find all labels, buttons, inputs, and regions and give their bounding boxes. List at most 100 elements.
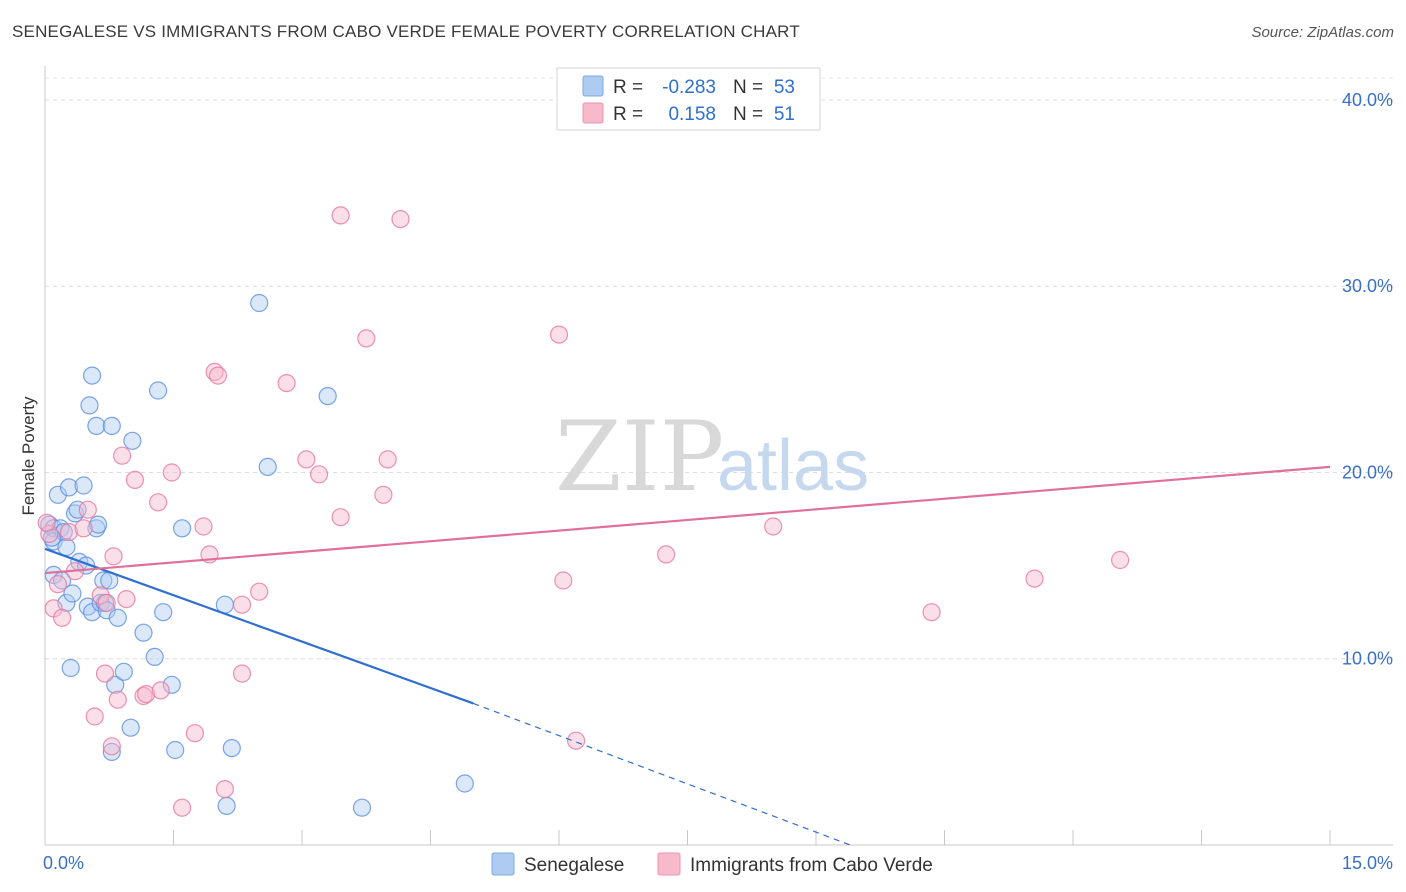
- data-point-cabo-verde: [102, 737, 121, 756]
- chart-title: SENEGALESE VS IMMIGRANTS FROM CABO VERDE…: [12, 22, 800, 41]
- data-point-cabo-verde: [91, 586, 110, 605]
- data-point-cabo-verde: [297, 450, 316, 469]
- data-point-cabo-verde: [162, 463, 181, 482]
- data-point-senegalese: [352, 798, 372, 817]
- watermark: ZIP atlas: [555, 401, 869, 513]
- data-point-cabo-verde: [149, 493, 168, 512]
- data-point-cabo-verde: [52, 608, 72, 627]
- data-point-cabo-verde: [78, 500, 97, 519]
- data-point-senegalese: [57, 537, 76, 557]
- data-point-cabo-verde: [48, 575, 68, 594]
- data-point-senegalese: [258, 457, 277, 476]
- y-tick-labels: 10.0% 20.0% 30.0% 40.0%: [1342, 90, 1393, 669]
- data-point-cabo-verde: [566, 731, 586, 750]
- watermark-zip: ZIP: [555, 401, 724, 513]
- trendline-senegalese-extension: [473, 702, 851, 846]
- series-swatch-senegalese: [491, 852, 515, 876]
- data-point-cabo-verde: [1110, 550, 1130, 570]
- y-tick-label: 40.0%: [1342, 90, 1393, 110]
- series-legend: Senegalese Immigrants from Cabo Verde: [491, 852, 933, 876]
- data-point-senegalese: [134, 623, 153, 642]
- x-tick-label: 0.0%: [43, 853, 84, 873]
- data-point-cabo-verde: [277, 374, 296, 393]
- data-point-cabo-verde: [95, 664, 115, 683]
- data-point-senegalese: [54, 522, 73, 542]
- grid-lines: [45, 77, 1393, 660]
- correlation-legend: R = -0.283 N = 53 R = 0.158 N = 51: [556, 67, 821, 131]
- data-point-cabo-verde: [215, 779, 234, 799]
- trendline-cabo-verde: [44, 465, 1331, 575]
- data-point-senegalese: [154, 603, 173, 622]
- data-point-cabo-verde: [104, 547, 123, 566]
- data-point-cabo-verde: [374, 485, 393, 504]
- data-point-senegalese: [149, 381, 168, 400]
- data-point-cabo-verde: [331, 206, 350, 225]
- data-point-senegalese: [59, 478, 79, 497]
- data-point-cabo-verde: [173, 798, 192, 817]
- trend-lines: [44, 465, 1331, 846]
- data-point-senegalese: [114, 662, 133, 681]
- legend-n-label: N =: [733, 77, 763, 98]
- data-point-cabo-verde: [125, 470, 144, 489]
- data-point-cabo-verde: [549, 325, 569, 344]
- data-point-cabo-verde: [37, 513, 56, 532]
- y-tick-label: 20.0%: [1342, 462, 1393, 482]
- data-point-senegalese: [162, 675, 181, 694]
- data-point-senegalese: [68, 500, 87, 519]
- data-point-cabo-verde: [59, 522, 79, 542]
- data-point-senegalese: [123, 431, 142, 450]
- data-point-senegalese: [250, 293, 269, 313]
- legend-n-value: 53: [774, 77, 795, 98]
- legend-swatch-cabo-verde: [582, 102, 604, 124]
- data-point-cabo-verde: [656, 545, 676, 564]
- legend-r-value: 0.158: [668, 104, 716, 125]
- data-point-cabo-verde: [764, 517, 783, 536]
- series-swatch-cabo-verde: [657, 852, 681, 876]
- data-point-cabo-verde: [208, 366, 228, 385]
- data-point-cabo-verde: [108, 690, 127, 709]
- legend-r-value: -0.283: [662, 77, 716, 98]
- data-point-cabo-verde: [357, 329, 376, 348]
- data-point-cabo-verde: [74, 519, 93, 538]
- x-tick-label: 15.0%: [1342, 853, 1393, 873]
- data-point-cabo-verde: [310, 465, 329, 484]
- data-point-senegalese: [108, 608, 127, 627]
- data-point-cabo-verde: [40, 524, 59, 544]
- data-point-senegalese: [217, 796, 236, 816]
- data-point-senegalese: [166, 740, 185, 760]
- data-point-senegalese: [94, 571, 113, 590]
- data-point-cabo-verde: [134, 686, 153, 706]
- data-point-senegalese: [88, 515, 108, 534]
- legend-n-label: N =: [733, 104, 763, 125]
- data-point-senegalese: [121, 718, 140, 737]
- trendline-senegalese: [44, 547, 474, 705]
- data-points: [37, 206, 1130, 817]
- data-point-cabo-verde: [250, 582, 269, 601]
- data-point-senegalese: [80, 396, 99, 415]
- series-label-senegalese: Senegalese: [524, 855, 624, 876]
- data-point-senegalese: [106, 675, 125, 694]
- data-point-senegalese: [173, 519, 192, 538]
- y-tick-label: 10.0%: [1342, 649, 1393, 669]
- data-point-cabo-verde: [112, 446, 132, 465]
- legend-r-label: R =: [613, 77, 643, 98]
- data-point-senegalese: [48, 485, 68, 504]
- data-point-cabo-verde: [151, 681, 170, 700]
- data-point-senegalese: [222, 738, 241, 758]
- data-point-cabo-verde: [331, 508, 350, 527]
- data-point-senegalese: [102, 742, 121, 762]
- data-point-cabo-verde: [391, 210, 410, 229]
- data-point-cabo-verde: [378, 450, 397, 469]
- data-point-senegalese: [61, 658, 80, 678]
- legend-swatch-senegalese: [582, 75, 604, 97]
- axes: [44, 66, 1393, 846]
- legend-r-label: R =: [613, 104, 643, 125]
- data-point-cabo-verde: [85, 707, 104, 726]
- data-point-senegalese: [145, 647, 164, 667]
- data-point-senegalese: [91, 593, 110, 613]
- data-point-cabo-verde: [194, 517, 213, 536]
- data-point-cabo-verde: [185, 724, 204, 743]
- data-point-cabo-verde: [554, 571, 573, 590]
- data-point-senegalese: [74, 476, 93, 495]
